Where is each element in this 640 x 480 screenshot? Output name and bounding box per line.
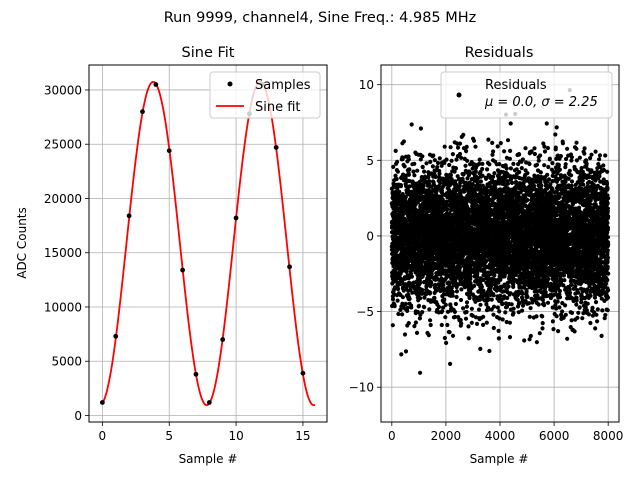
residuals-y-tick-label: 0: [366, 229, 374, 243]
legend-residuals-stats: μ = 0.0, σ = 2.25: [484, 95, 598, 110]
legend-residuals-marker: [456, 92, 462, 98]
residuals-y-tick-label: −10: [349, 381, 374, 395]
sine-fit-y-tick-label: 10000: [44, 300, 82, 314]
sine-fit-ylabel: ADC Counts: [15, 207, 29, 279]
sine-fit-x-tick-label: 5: [165, 429, 173, 443]
sample-point: [193, 371, 199, 377]
residuals-y-tick-label: 10: [359, 78, 374, 92]
sample-point: [113, 333, 119, 339]
sine-fit-y-ticks: 0 5000 10000 15000 20000 25000 30000: [44, 83, 89, 423]
sample-point: [126, 213, 132, 219]
sine-fit-y-tick-label: 30000: [44, 83, 82, 97]
sample-point: [220, 337, 226, 342]
residuals-xlabel: Sample #: [470, 452, 529, 466]
residuals-y-tick-label: 5: [366, 154, 374, 168]
sample-point: [287, 264, 292, 270]
sample-point: [273, 145, 279, 150]
legend-samples-marker: [227, 81, 233, 87]
sine-fit-title: Sine Fit: [182, 45, 235, 61]
sine-fit-x-ticks: 0 5 10 15: [99, 422, 311, 443]
sample-point: [180, 267, 185, 273]
sine-fit-x-tick-label: 15: [295, 429, 310, 443]
sine-fit-plot-frame: [88, 64, 328, 423]
sample-point: [153, 82, 159, 87]
sample-point: [166, 148, 172, 154]
residuals-y-ticks: −10 −5 0 5 10: [349, 78, 381, 395]
sample-point: [206, 400, 212, 405]
residuals-x-ticks: 0 2000 4000 6000 8000: [388, 422, 623, 443]
residuals-x-tick-label: 0: [388, 429, 396, 443]
sample-point: [300, 370, 306, 376]
sine-fit-x-tick-label: 10: [228, 429, 243, 443]
sine-fit-x-tick-label: 0: [99, 429, 107, 443]
legend-residuals-label: Residuals: [485, 78, 547, 93]
sample-point: [99, 400, 105, 405]
sine-fit-y-tick-label: 5000: [51, 355, 82, 369]
residuals-x-tick-label: 4000: [485, 429, 516, 443]
sine-fit-y-tick-label: 25000: [44, 138, 82, 152]
sine-fit-y-tick-label: 20000: [44, 192, 82, 206]
residuals-legend-box: [440, 71, 613, 119]
sine-fit-axes: Sine Fit 0 5 10 15 0 5000 10000 15000 20000 2500…: [15, 45, 328, 466]
sine-fit-y-tick-label: 15000: [44, 246, 82, 260]
sample-point: [233, 215, 239, 221]
sample-point: [140, 109, 145, 115]
residuals-x-tick-label: 8000: [593, 429, 624, 443]
sine-fit-xlabel: Sample #: [179, 452, 238, 466]
sine-fit-y-tick-label: 0: [74, 409, 82, 423]
residuals-y-tick-label: −5: [356, 305, 374, 319]
legend-sine-fit-label: Sine fit: [255, 100, 301, 115]
residuals-x-tick-label: 6000: [539, 429, 570, 443]
figure-suptitle: Run 9999, channel4, Sine Freq.: 4.985 MH…: [164, 10, 477, 26]
sine-fit-legend: Samples Sine fit: [209, 71, 321, 119]
residuals-x-tick-label: 2000: [431, 429, 462, 443]
residuals-title: Residuals: [465, 45, 534, 61]
residuals-axes: Residuals 0 2000 4000 6000 8000 −10 −5 0 5 10 Sa…: [349, 45, 624, 466]
residuals-points: [389, 87, 611, 375]
legend-samples-label: Samples: [255, 78, 311, 93]
residuals-legend: Residuals μ = 0.0, σ = 2.25: [440, 71, 613, 119]
